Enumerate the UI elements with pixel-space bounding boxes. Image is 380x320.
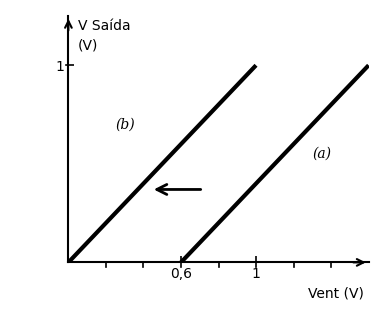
Text: (b): (b) <box>115 117 135 132</box>
Text: (V): (V) <box>78 39 98 52</box>
Text: Vent (V): Vent (V) <box>308 286 364 300</box>
Text: V Saída: V Saída <box>78 19 130 33</box>
Text: (a): (a) <box>312 147 331 161</box>
